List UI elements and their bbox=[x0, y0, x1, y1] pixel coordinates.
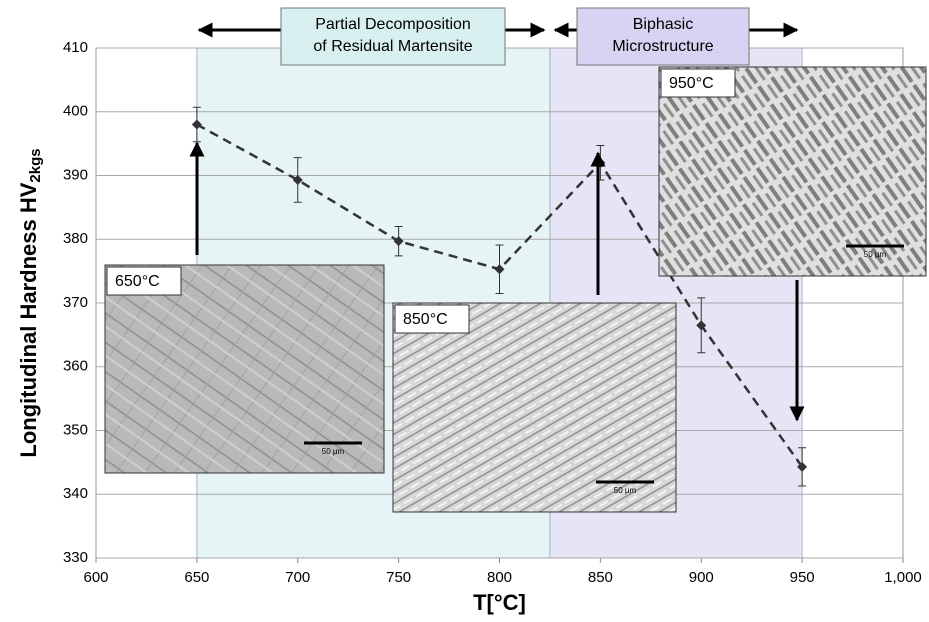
y-tick-label: 360 bbox=[63, 358, 88, 375]
y-tick-label: 370 bbox=[63, 294, 88, 311]
region-label: Partial Decomposition bbox=[315, 16, 471, 33]
scale-bar-label: 50 µm bbox=[322, 447, 345, 456]
region-label: of Residual Martensite bbox=[313, 38, 472, 55]
x-tick-label: 950 bbox=[790, 569, 815, 586]
y-axis-title-main: Longitudinal Hardness HV bbox=[16, 182, 41, 457]
micrograph-label: 850°C bbox=[403, 311, 448, 328]
y-tick-label: 400 bbox=[63, 103, 88, 120]
y-tick-label: 350 bbox=[63, 421, 88, 438]
scale-bar-label: 50 µm bbox=[864, 250, 887, 259]
scale-bar-label: 50 µm bbox=[614, 486, 637, 495]
y-tick-label: 410 bbox=[63, 39, 88, 56]
x-tick-label: 750 bbox=[386, 569, 411, 586]
x-tick-label: 800 bbox=[487, 569, 512, 586]
region-label: Biphasic bbox=[633, 16, 693, 33]
micrograph-label: 650°C bbox=[115, 273, 160, 290]
x-tick-label: 700 bbox=[285, 569, 310, 586]
y-axis-title-subscript: 2kgs bbox=[27, 148, 44, 182]
micrograph-label: 950°C bbox=[669, 75, 714, 92]
x-tick-label: 850 bbox=[588, 569, 613, 586]
x-tick-label: 650 bbox=[184, 569, 209, 586]
x-tick-label: 1,000 bbox=[884, 569, 922, 586]
chart: 650°C 50 µm 850°C 50 µm 950°C 50 µm Partial D… bbox=[0, 0, 929, 622]
y-tick-label: 340 bbox=[63, 485, 88, 502]
x-tick-label: 600 bbox=[83, 569, 108, 586]
region-label: Microstructure bbox=[612, 38, 713, 55]
x-axis-title: T[°C] bbox=[473, 590, 526, 615]
y-tick-label: 390 bbox=[63, 166, 88, 183]
y-tick-label: 380 bbox=[63, 230, 88, 247]
y-axis-title: Longitudinal Hardness HV2kgs bbox=[16, 148, 44, 457]
x-tick-label: 900 bbox=[689, 569, 714, 586]
y-tick-label: 330 bbox=[63, 549, 88, 566]
